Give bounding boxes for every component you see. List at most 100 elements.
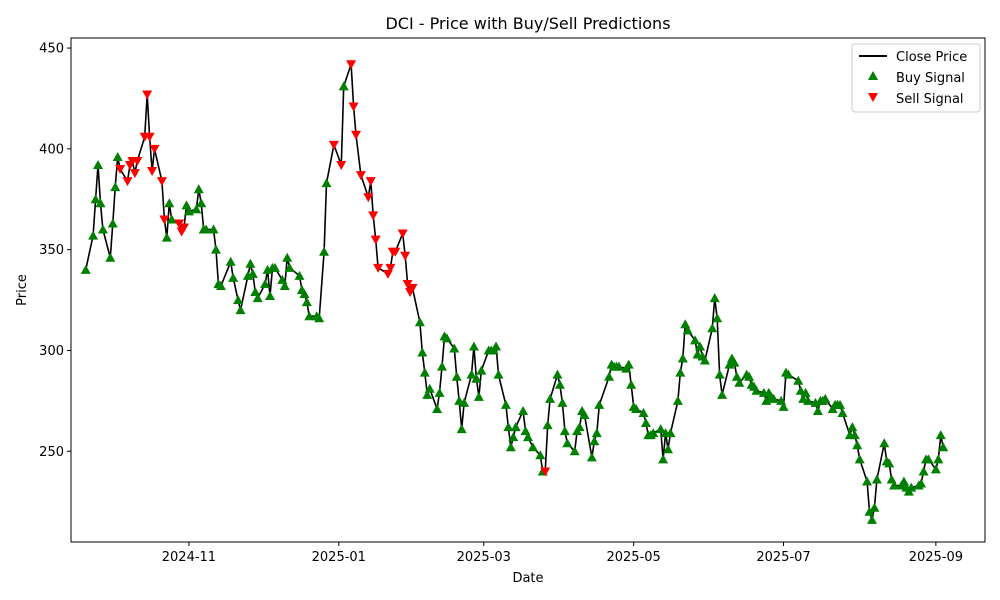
buy-signal-marker: [879, 438, 890, 448]
buy-signal-marker: [314, 313, 325, 323]
buy-signal-marker: [233, 295, 244, 305]
buy-signal-marker: [301, 297, 312, 307]
buy-signal-marker: [631, 403, 642, 413]
buy-signal-marker: [542, 420, 553, 430]
buy-signal-marker: [164, 198, 175, 208]
sell-signal-marker: [149, 144, 160, 154]
buy-signal-marker: [80, 264, 91, 274]
y-axis-label: Price: [15, 274, 30, 306]
buy-signal-marker: [473, 391, 484, 401]
sell-signal-marker: [368, 211, 379, 221]
sell-signal-marker: [540, 467, 551, 477]
buy-signal-marker: [574, 422, 585, 432]
buy-signal-marker: [847, 422, 858, 432]
buy-signal-marker: [869, 502, 880, 512]
buy-signal-marker: [672, 395, 683, 405]
buy-signal-marker: [527, 442, 538, 452]
sell-signal-marker: [348, 102, 359, 112]
legend-close-price-label: Close Price: [896, 50, 967, 65]
y-tick-label: 400: [39, 142, 64, 157]
x-tick-label: 2025-09: [909, 550, 963, 565]
y-tick-label: 250: [39, 445, 64, 460]
buy-signal-marker: [161, 232, 172, 242]
buy-signal-marker: [284, 262, 295, 272]
buy-signal-marker: [552, 369, 563, 379]
buy-signal-marker: [906, 482, 917, 492]
x-tick-label: 2025-05: [606, 550, 660, 565]
buy-signal-marker: [93, 160, 104, 170]
buy-signal-marker: [613, 361, 624, 371]
y-tick-label: 300: [39, 344, 64, 359]
legend-buy-signal-marker: [868, 71, 878, 80]
y-tick-label: 450: [39, 42, 64, 57]
buy-signal-marker: [196, 198, 207, 208]
sell-signal-marker: [346, 60, 357, 70]
buy-signal-marker: [215, 280, 226, 290]
buy-signal-marker: [269, 262, 280, 272]
buy-signal-marker: [751, 385, 762, 395]
sell-signal-marker: [400, 251, 411, 261]
buy-signal-marker: [545, 393, 556, 403]
buy-signal-marker: [694, 341, 705, 351]
chart-title: DCI - Price with Buy/Sell Predictions: [385, 14, 670, 33]
buy-signal-marker: [709, 293, 720, 303]
buy-signal-marker: [282, 252, 293, 262]
buy-signal-marker: [437, 361, 448, 371]
buy-signal-marker: [112, 151, 123, 161]
buy-signal-marker: [677, 353, 688, 363]
sell-signal-marker: [402, 279, 413, 289]
buy-signal-marker: [235, 305, 246, 315]
legend-sell-signal-marker: [868, 93, 878, 102]
buy-signal-marker: [319, 246, 330, 256]
sell-signal-marker: [390, 247, 401, 257]
legend: Close Price Buy Signal Sell Signal: [851, 43, 981, 113]
buy-signal-marker: [468, 341, 479, 351]
buy-signal-marker: [500, 399, 511, 409]
sell-signal-marker: [122, 177, 133, 187]
buy-signal-marker: [95, 198, 106, 208]
buy-signal-marker: [783, 369, 794, 379]
buy-signal-marker: [456, 424, 467, 434]
buy-signal-marker: [105, 252, 116, 262]
buy-signal-marker: [699, 355, 710, 365]
axes: 250 300 350 400 450 2024-11 2025-01 2025-03 2025…: [39, 42, 963, 565]
buy-signal-marker: [761, 395, 772, 405]
buy-signal-marker: [193, 184, 204, 194]
buy-signal-marker: [604, 371, 615, 381]
buy-signal-marker: [508, 432, 519, 442]
buy-signal-marker: [491, 341, 502, 351]
buy-signal-marker: [923, 454, 934, 464]
buy-signal-marker: [422, 389, 433, 399]
buy-signal-marker: [228, 272, 239, 282]
buy-signal-marker: [665, 428, 676, 438]
buy-signal-marker: [812, 405, 823, 415]
buy-signal-marker: [434, 387, 445, 397]
buy-signal-marker: [252, 293, 263, 303]
sell-signal-marker: [115, 165, 126, 175]
x-tick-label: 2025-07: [756, 550, 810, 565]
buy-signal-marker: [304, 311, 315, 321]
buy-signal-marker: [466, 369, 477, 379]
buy-signal-marker: [279, 280, 290, 290]
plot-area: [80, 60, 949, 524]
buy-signal-marker: [640, 418, 651, 428]
buy-signal-marker: [866, 514, 877, 524]
buy-signal-marker: [717, 389, 728, 399]
buy-signal-marker: [493, 369, 504, 379]
legend-box: [851, 43, 981, 113]
buy-signal-marker: [707, 323, 718, 333]
buy-signal-marker: [88, 230, 99, 240]
sell-signal-marker: [355, 171, 366, 181]
buy-signal-marker: [884, 458, 895, 468]
sell-signal-marker: [363, 193, 374, 203]
buy-signal-marker: [835, 399, 846, 409]
buy-signal-marker: [655, 424, 666, 434]
sell-signal-marker: [407, 283, 418, 293]
buy-signal-marker: [658, 454, 669, 464]
sell-signal-marker: [132, 156, 143, 166]
buy-signal-marker: [557, 397, 568, 407]
buy-signal-marker: [729, 357, 740, 367]
buy-signal-marker: [424, 383, 435, 393]
buy-signal-marker: [852, 440, 863, 450]
